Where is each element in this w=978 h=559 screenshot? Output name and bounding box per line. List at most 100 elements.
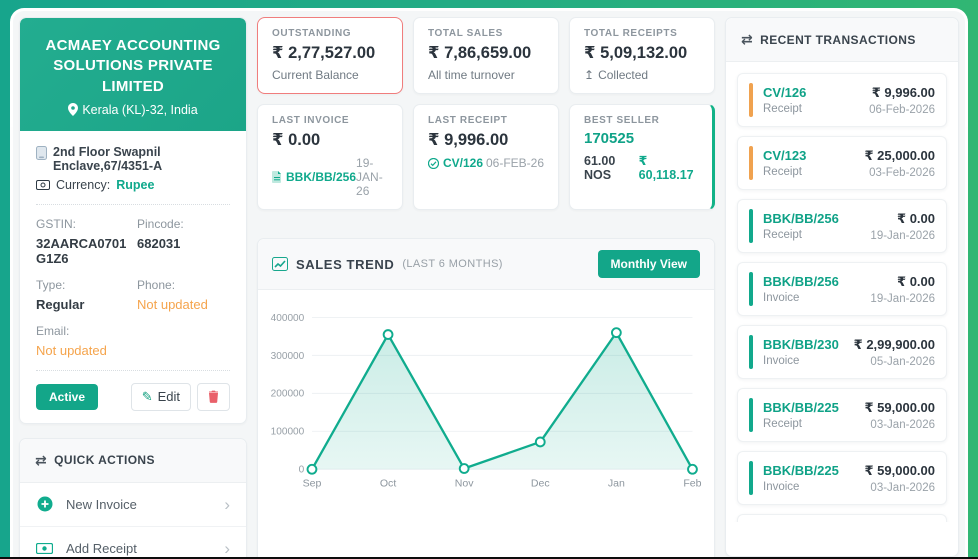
svg-text:100000: 100000 bbox=[271, 427, 305, 438]
gstin-field: GSTIN: 32AARCA0701G1Z6 bbox=[36, 217, 129, 266]
transaction-item[interactable]: BBK/BB/225 Receipt ₹ 59,000.00 03-Jan-20… bbox=[737, 388, 947, 442]
transaction-type: Invoice bbox=[763, 355, 800, 367]
transaction-code: BBK/BB/256 bbox=[763, 211, 839, 226]
svg-text:Nov: Nov bbox=[455, 478, 474, 490]
transaction-type: Receipt bbox=[763, 418, 802, 430]
document-icon bbox=[272, 171, 281, 183]
total-receipts-card[interactable]: TOTAL RECEIPTS ₹ 5,09,132.00 ↥ Collected bbox=[569, 17, 715, 94]
transaction-code: BBK/BB/256 bbox=[763, 274, 839, 289]
transaction-code: CV/126 bbox=[763, 85, 807, 100]
divider bbox=[36, 203, 230, 205]
svg-text:Feb: Feb bbox=[683, 478, 701, 490]
last-invoice-ref-text: BBK/BB/256 bbox=[286, 170, 357, 184]
last-invoice-card[interactable]: LAST INVOICE ₹ 0.00 BBK/BB/256 19-JAN-26 bbox=[257, 104, 403, 210]
monthly-view-button[interactable]: Monthly View bbox=[597, 250, 700, 278]
outstanding-label: OUTSTANDING bbox=[272, 28, 352, 39]
phone-label: Phone: bbox=[137, 277, 176, 292]
gstin-label: GSTIN: bbox=[36, 216, 77, 231]
exchange-arrows-icon: ⇄ bbox=[741, 31, 754, 47]
last-receipt-label: LAST RECEIPT bbox=[428, 115, 508, 126]
outstanding-card[interactable]: OUTSTANDING ₹ 2,77,527.00 Current Balanc… bbox=[257, 17, 403, 94]
transaction-type-bar bbox=[749, 83, 753, 117]
transaction-date: 19-Jan-2026 bbox=[870, 292, 935, 305]
email-value: Not updated bbox=[36, 342, 107, 358]
total-sales-label: TOTAL SALES bbox=[428, 28, 503, 39]
transaction-amount: ₹ 0.00 bbox=[897, 210, 935, 226]
transaction-amount: ₹ 2,99,900.00 bbox=[853, 336, 935, 352]
company-details: 2nd Floor Swapnil Enclave,67/4351-A Curr… bbox=[20, 131, 246, 423]
plus-circle-icon bbox=[36, 496, 53, 513]
best-seller-card[interactable]: BEST SELLER 170525 61.00 NOS ₹ 60,118.17 bbox=[569, 104, 715, 210]
transaction-code: BBK/BB/225 bbox=[763, 463, 839, 478]
quick-actions-title: QUICK ACTIONS bbox=[54, 453, 155, 468]
transaction-item[interactable]: BBK/BB/256 Invoice ₹ 0.00 19-Jan-2026 bbox=[737, 262, 947, 316]
best-seller-amount: ₹ 60,118.17 bbox=[638, 154, 694, 182]
quick-action-item[interactable]: New Invoice › bbox=[20, 482, 246, 527]
transaction-amount: ₹ 59,000.00 bbox=[864, 399, 936, 415]
last-invoice-ref[interactable]: BBK/BB/256 bbox=[272, 170, 356, 184]
pincode-label: Pincode: bbox=[137, 216, 184, 231]
last-receipt-value: ₹ 9,996.00 bbox=[428, 131, 509, 149]
quick-action-item[interactable]: Add Receipt › bbox=[20, 526, 246, 557]
transaction-type-bar bbox=[749, 461, 753, 495]
transaction-item[interactable]: BBK/BB/256 Receipt ₹ 0.00 19-Jan-2026 bbox=[737, 199, 947, 253]
type-label: Type: bbox=[36, 277, 66, 292]
total-receipts-label: TOTAL RECEIPTS bbox=[584, 28, 678, 39]
transaction-item[interactable]: BBK/BB/230 Invoice ₹ 2,99,900.00 05-Jan-… bbox=[737, 325, 947, 379]
email-field: Email: Not updated bbox=[36, 324, 230, 358]
map-pin-icon bbox=[68, 103, 79, 117]
best-seller-quantity: 61.00 NOS bbox=[584, 153, 616, 182]
transaction-date: 05-Jan-2026 bbox=[870, 355, 935, 368]
transaction-code: BBK/BB/230 bbox=[763, 337, 839, 352]
last-receipt-ref[interactable]: CV/126 bbox=[428, 156, 483, 170]
phone-value: Not updated bbox=[137, 296, 208, 312]
transaction-item[interactable]: CV/126 Receipt ₹ 9,996.00 06-Feb-2026 bbox=[737, 73, 947, 127]
transaction-type: Receipt bbox=[763, 229, 802, 241]
delete-button[interactable] bbox=[197, 382, 230, 411]
stats-row-2: LAST INVOICE ₹ 0.00 BBK/BB/256 19-JAN-26… bbox=[257, 104, 715, 210]
transaction-item[interactable]: CV/123 Receipt ₹ 25,000.00 03-Feb-2026 bbox=[737, 136, 947, 190]
transaction-item[interactable]: BBK/BB/215 ₹ 60,000.00 bbox=[737, 514, 947, 522]
transaction-code: CV/123 bbox=[763, 148, 807, 163]
quick-actions-card: ⇄ QUICK ACTIONS New Invoice › Add Receip… bbox=[19, 437, 247, 557]
currency-label: Currency: bbox=[56, 177, 111, 192]
building-icon bbox=[36, 145, 47, 160]
total-sales-card[interactable]: TOTAL SALES ₹ 7,86,659.00 All time turno… bbox=[413, 17, 559, 94]
trash-icon bbox=[209, 390, 218, 404]
sales-trend-subtitle: (LAST 6 MONTHS) bbox=[402, 258, 503, 270]
phone-field: Phone: Not updated bbox=[137, 278, 230, 312]
pincode-value: 682031 bbox=[137, 235, 181, 251]
transaction-date: 19-Jan-2026 bbox=[870, 229, 935, 242]
stats-row-1: OUTSTANDING ₹ 2,77,527.00 Current Balanc… bbox=[257, 17, 715, 94]
transactions-list: CV/126 Receipt ₹ 9,996.00 06-Feb-2026 CV… bbox=[726, 62, 958, 522]
sales-trend-header: SALES TREND (LAST 6 MONTHS) Monthly View bbox=[258, 239, 714, 290]
transaction-amount: ₹ 25,000.00 bbox=[864, 147, 936, 163]
type-value: Regular bbox=[36, 296, 85, 312]
edit-button-label: Edit bbox=[157, 389, 180, 405]
svg-text:Dec: Dec bbox=[531, 478, 550, 490]
last-receipt-card[interactable]: LAST RECEIPT ₹ 9,996.00 CV/126 06-FEB-26 bbox=[413, 104, 559, 210]
transaction-type-bar bbox=[749, 335, 753, 369]
address-row: 2nd Floor Swapnil Enclave,67/4351-A bbox=[36, 145, 230, 173]
recent-transactions-card: ⇄ RECENT TRANSACTIONS CV/126 Receipt ₹ 9… bbox=[725, 17, 959, 557]
edit-button[interactable]: ✎ Edit bbox=[130, 382, 191, 411]
middle-column: OUTSTANDING ₹ 2,77,527.00 Current Balanc… bbox=[257, 17, 715, 557]
email-label: Email: bbox=[36, 323, 70, 338]
currency-value[interactable]: Rupee bbox=[116, 177, 155, 192]
best-seller-label: BEST SELLER bbox=[584, 115, 660, 126]
line-chart-icon bbox=[272, 257, 288, 271]
currency-row: Currency: Rupee bbox=[36, 178, 230, 192]
sales-trend-title: SALES TREND bbox=[296, 256, 395, 272]
transaction-item[interactable]: BBK/BB/225 Invoice ₹ 59,000.00 03-Jan-20… bbox=[737, 451, 947, 505]
transaction-type: Receipt bbox=[763, 166, 802, 178]
svg-text:Jan: Jan bbox=[608, 478, 625, 490]
company-profile-card: ACMAEY ACCOUNTING SOLUTIONS PRIVATE LIMI… bbox=[19, 17, 247, 424]
chevron-right-icon: › bbox=[224, 494, 230, 514]
transaction-type-bar bbox=[749, 146, 753, 180]
pincode-field: Pincode: 682031 bbox=[137, 217, 230, 266]
exchange-arrows-icon: ⇄ bbox=[35, 451, 48, 468]
transaction-type-bar bbox=[749, 209, 753, 243]
transaction-type-bar bbox=[749, 398, 753, 432]
money-bill-icon bbox=[36, 540, 53, 557]
quick-actions-header: ⇄ QUICK ACTIONS bbox=[20, 438, 246, 483]
